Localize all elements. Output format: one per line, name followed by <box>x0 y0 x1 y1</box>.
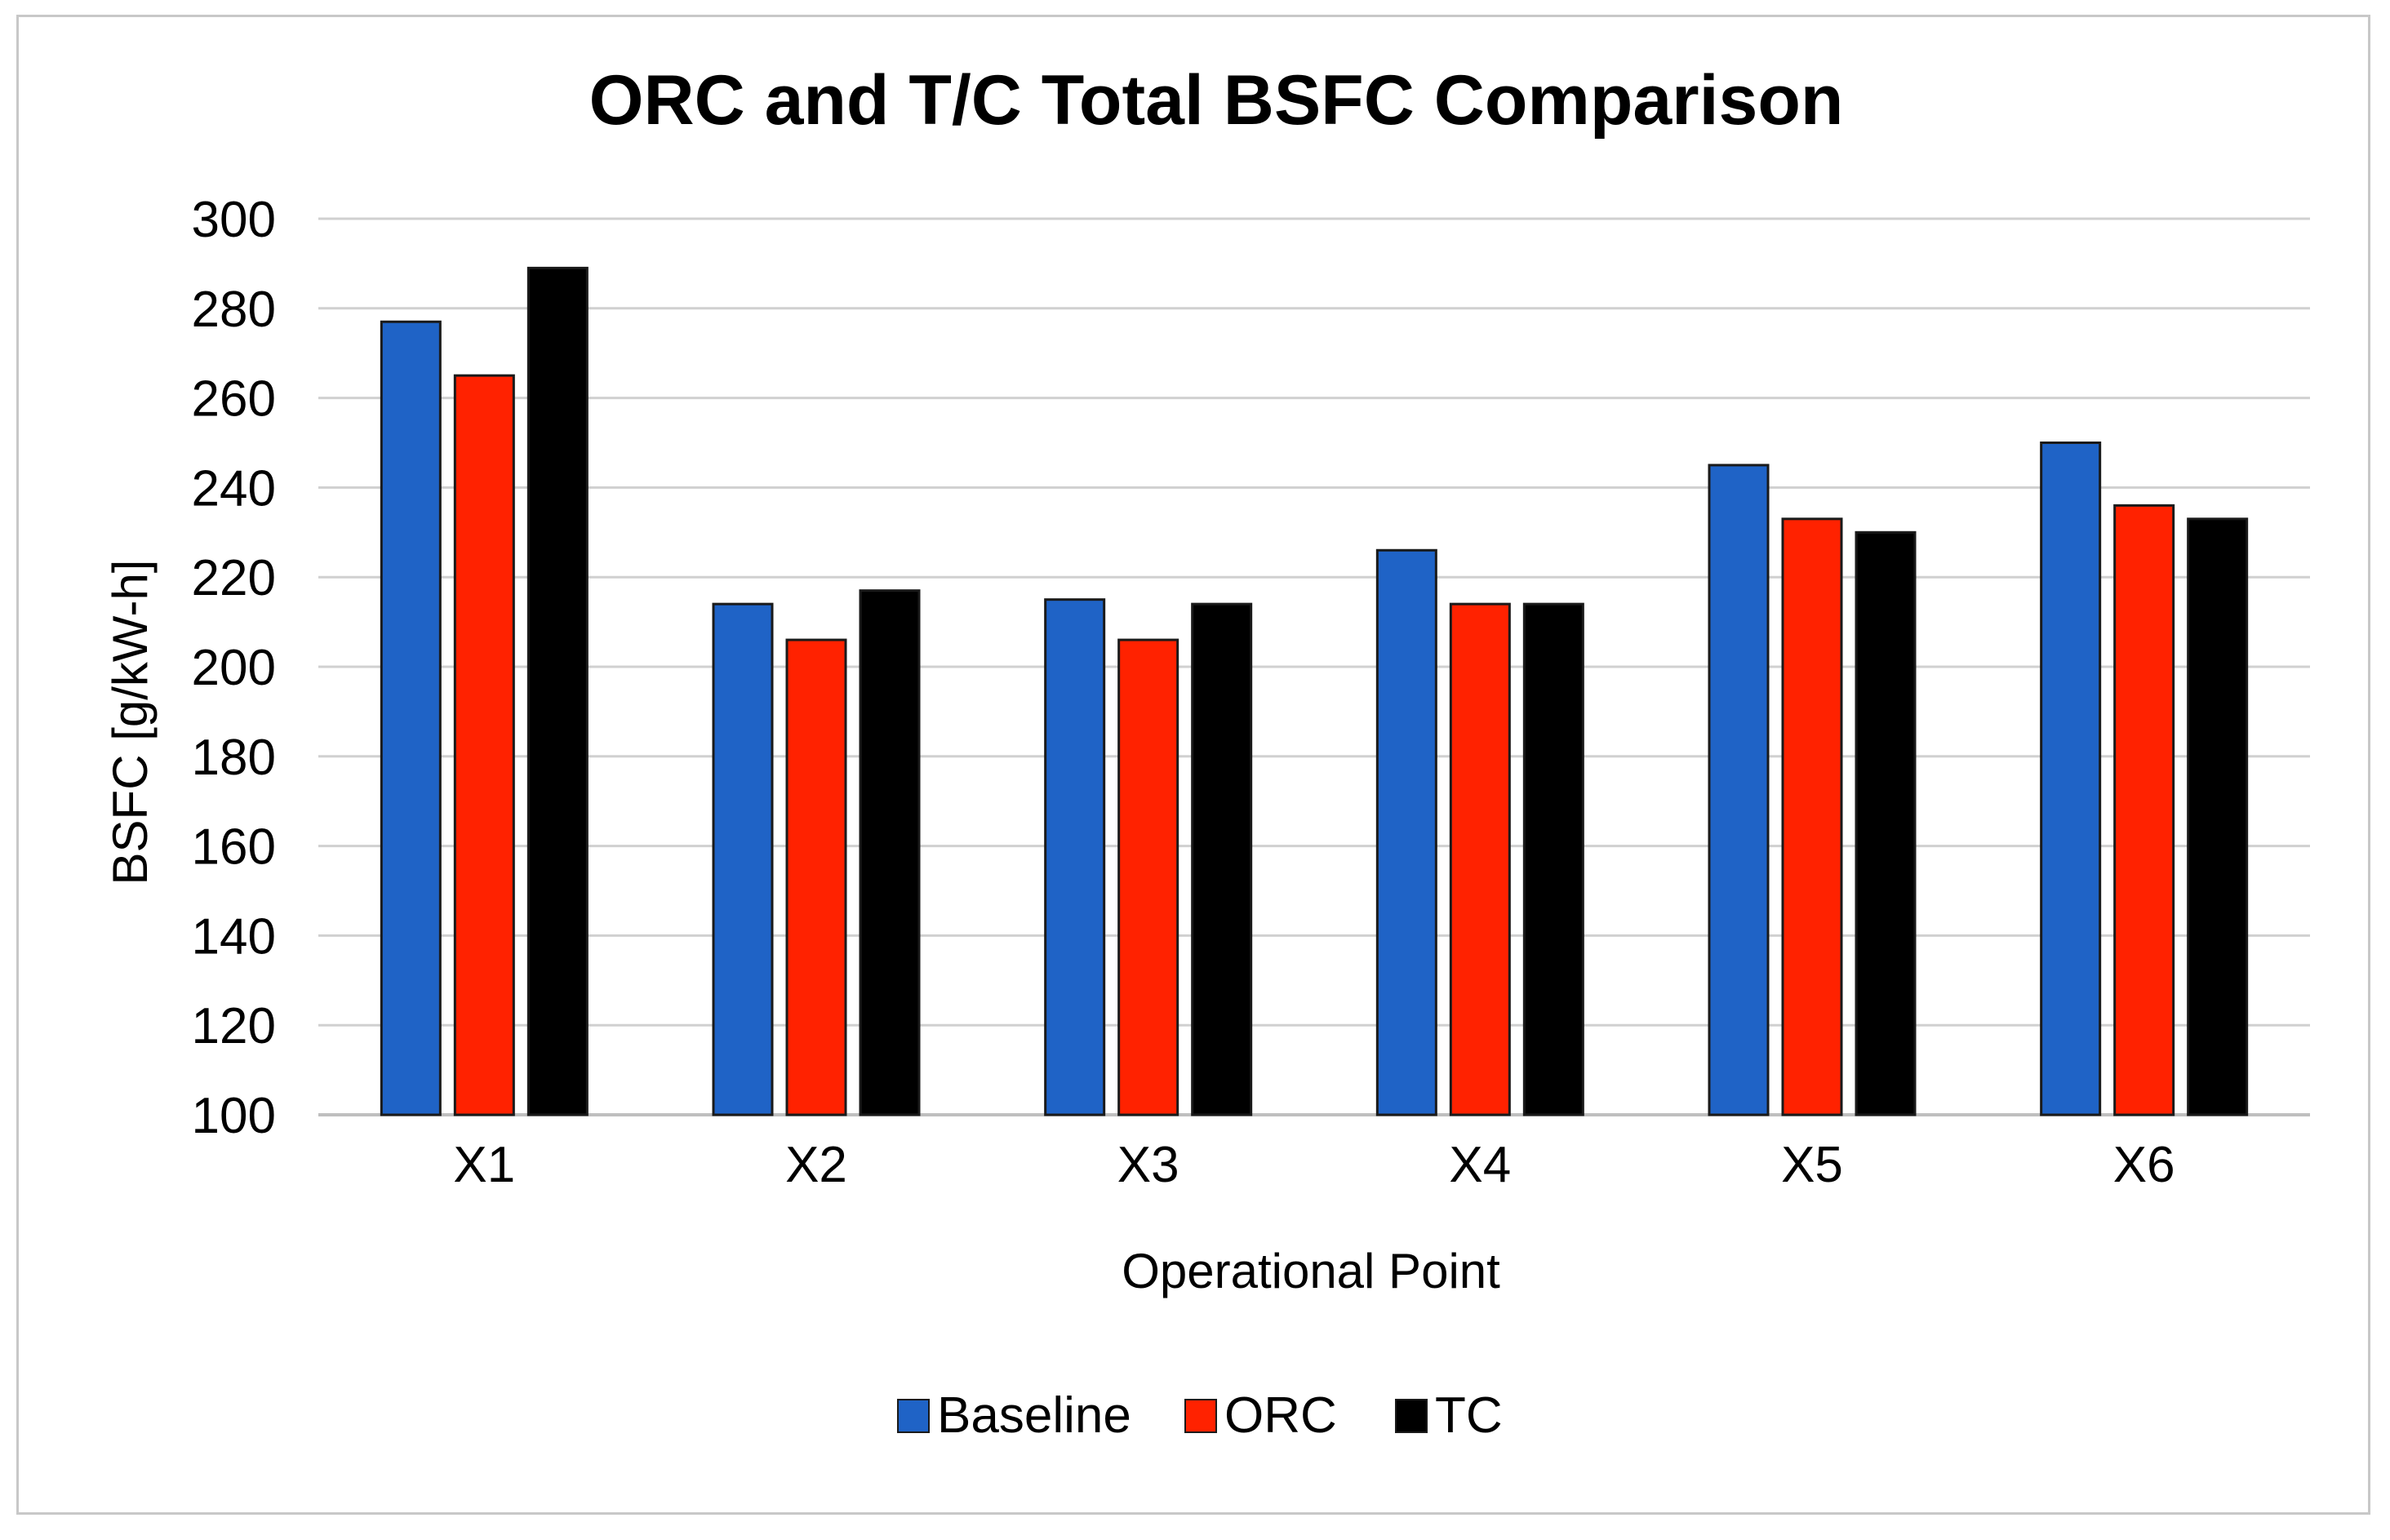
bar-tc-x2 <box>859 589 921 1116</box>
bar-tc-x4 <box>1522 602 1584 1116</box>
y-tick-label: 120 <box>192 998 276 1054</box>
x-tick-label: X1 <box>453 1137 515 1193</box>
bar-tc-x5 <box>1855 530 1917 1116</box>
legend-label: ORC <box>1224 1387 1337 1444</box>
legend-item-tc: TC <box>1395 1387 1503 1444</box>
x-axis-ticks: X1 X2 X3 X4 X5 X6 <box>453 1137 2175 1193</box>
legend-label: TC <box>1435 1387 1503 1444</box>
y-tick-label: 160 <box>192 819 276 876</box>
y-axis-ticks: 100 120 140 160 180 200 220 240 260 280 300 <box>192 192 276 1144</box>
y-tick-label: 220 <box>192 550 276 606</box>
y-tick-label: 200 <box>192 640 276 696</box>
legend: Baseline ORC TC <box>897 1387 1503 1444</box>
legend-swatch <box>897 1399 930 1433</box>
legend-item-baseline: Baseline <box>897 1387 1131 1444</box>
bar-orc-x3 <box>1117 638 1179 1116</box>
bar-orc-x5 <box>1781 517 1843 1116</box>
y-tick-label: 240 <box>192 460 276 517</box>
y-tick-label: 100 <box>192 1088 276 1144</box>
legend-item-orc: ORC <box>1184 1387 1337 1444</box>
bar-orc-x1 <box>453 374 515 1116</box>
y-tick-label: 280 <box>192 282 276 338</box>
x-tick-label: X5 <box>1781 1137 1843 1193</box>
x-axis-label: Operational Point <box>1122 1244 1500 1298</box>
gridlines <box>318 217 2310 1116</box>
x-tick-label: X6 <box>2113 1137 2175 1193</box>
bar-orc-x4 <box>1449 602 1511 1116</box>
y-tick-label: 300 <box>192 192 276 248</box>
bar-tc-x3 <box>1191 602 1253 1116</box>
bar-baseline-x1 <box>380 320 442 1116</box>
bar-baseline-x2 <box>712 602 774 1116</box>
x-tick-label: X3 <box>1117 1137 1179 1193</box>
bars <box>380 266 2249 1116</box>
bar-baseline-x3 <box>1044 598 1106 1116</box>
bar-tc-x1 <box>526 266 589 1116</box>
bar-orc-x6 <box>2113 504 2175 1116</box>
bar-baseline-x4 <box>1375 548 1437 1116</box>
chart-title: ORC and T/C Total BSFC Comparison <box>589 61 1844 140</box>
y-axis-label: BSFC [g/kW-h] <box>103 560 158 885</box>
legend-swatch <box>1395 1399 1428 1433</box>
bar-tc-x6 <box>2187 517 2249 1116</box>
bar-orc-x2 <box>785 638 847 1116</box>
y-tick-label: 260 <box>192 371 276 428</box>
legend-label: Baseline <box>937 1387 1131 1444</box>
y-tick-label: 140 <box>192 908 276 965</box>
x-tick-label: X2 <box>785 1137 847 1193</box>
bar-baseline-x6 <box>2040 442 2102 1116</box>
legend-swatch <box>1184 1399 1217 1433</box>
y-tick-label: 180 <box>192 730 276 786</box>
bar-baseline-x5 <box>1708 464 1770 1116</box>
x-tick-label: X4 <box>1449 1137 1511 1193</box>
